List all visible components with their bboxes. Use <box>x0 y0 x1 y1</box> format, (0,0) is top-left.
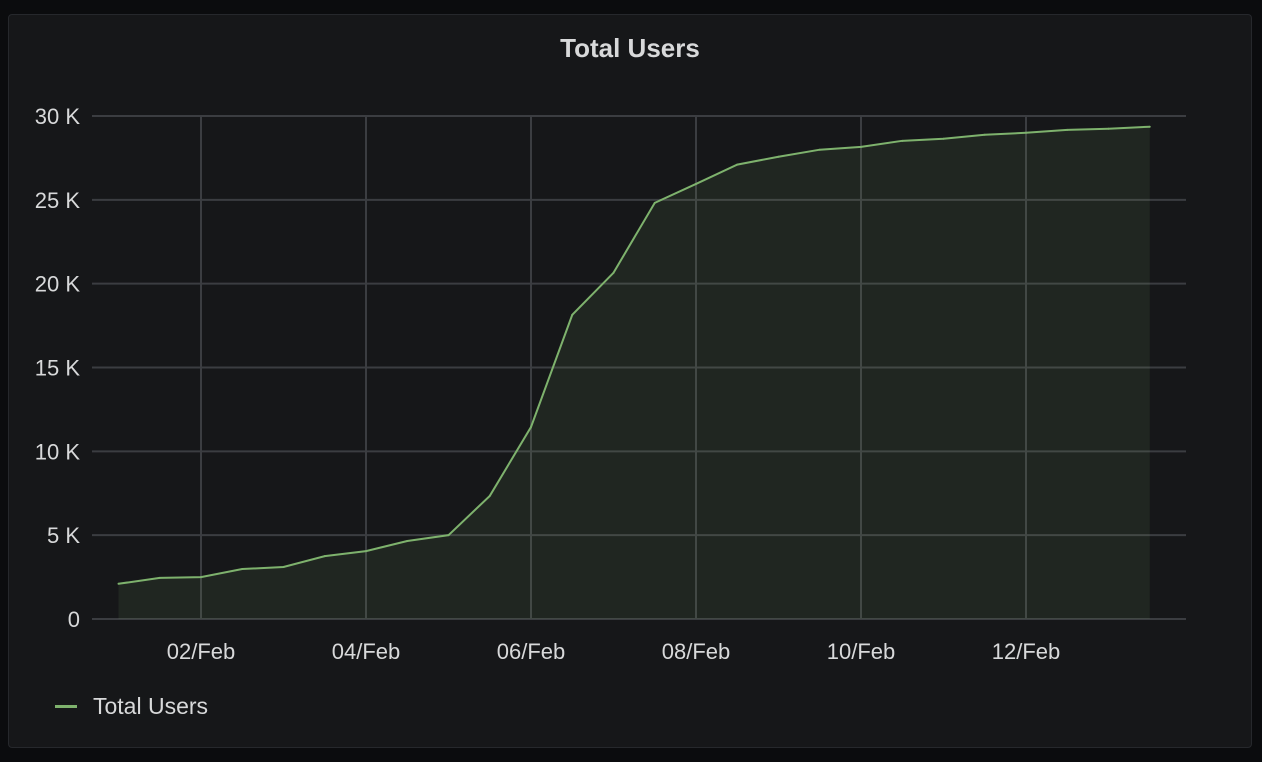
data-point <box>695 182 697 185</box>
y-tick-label: 0 <box>68 607 80 632</box>
y-tick-label: 25 K <box>35 188 81 213</box>
y-tick-label: 20 K <box>35 272 81 297</box>
data-point <box>158 576 161 579</box>
y-tick-label: 15 K <box>35 356 81 381</box>
data-point <box>530 426 532 429</box>
data-point <box>860 145 862 148</box>
data-point <box>1107 127 1110 130</box>
x-tick-label: 08/Feb <box>662 639 731 664</box>
data-point <box>901 139 904 142</box>
legend-swatch <box>55 705 77 708</box>
data-point <box>1025 131 1027 134</box>
series-line <box>118 125 1150 585</box>
data-point <box>365 550 367 553</box>
y-tick-label: 30 K <box>35 104 81 129</box>
data-point <box>117 582 120 585</box>
x-tick-label: 06/Feb <box>497 639 566 664</box>
chart-title: Total Users <box>560 33 700 63</box>
data-point <box>571 313 574 316</box>
data-point <box>488 494 491 497</box>
chart-panel: Total Users Total Users <box>8 14 1252 748</box>
data-point <box>323 555 326 558</box>
x-tick-label: 02/Feb <box>167 639 236 664</box>
data-point <box>200 576 202 579</box>
x-tick-label: 04/Feb <box>332 639 401 664</box>
data-point <box>983 133 986 136</box>
data-point <box>241 568 244 571</box>
series-area <box>118 126 1150 620</box>
data-point <box>406 540 409 543</box>
data-point <box>282 566 285 569</box>
y-tick-label: 5 K <box>47 523 80 548</box>
data-point <box>1148 125 1151 128</box>
data-point <box>1066 128 1069 131</box>
legend-label: Total Users <box>93 693 209 719</box>
x-tick-label: 10/Feb <box>827 639 896 664</box>
data-point <box>447 534 450 537</box>
x-tick-label: 12/Feb <box>992 639 1061 664</box>
data-point <box>736 163 739 166</box>
data-point <box>942 137 945 140</box>
data-point <box>777 155 780 158</box>
y-tick-label: 10 K <box>35 439 81 464</box>
data-point <box>612 271 615 274</box>
data-point <box>653 201 656 204</box>
data-point <box>818 148 821 151</box>
legend-item-total-users[interactable]: Total Users <box>55 693 208 720</box>
